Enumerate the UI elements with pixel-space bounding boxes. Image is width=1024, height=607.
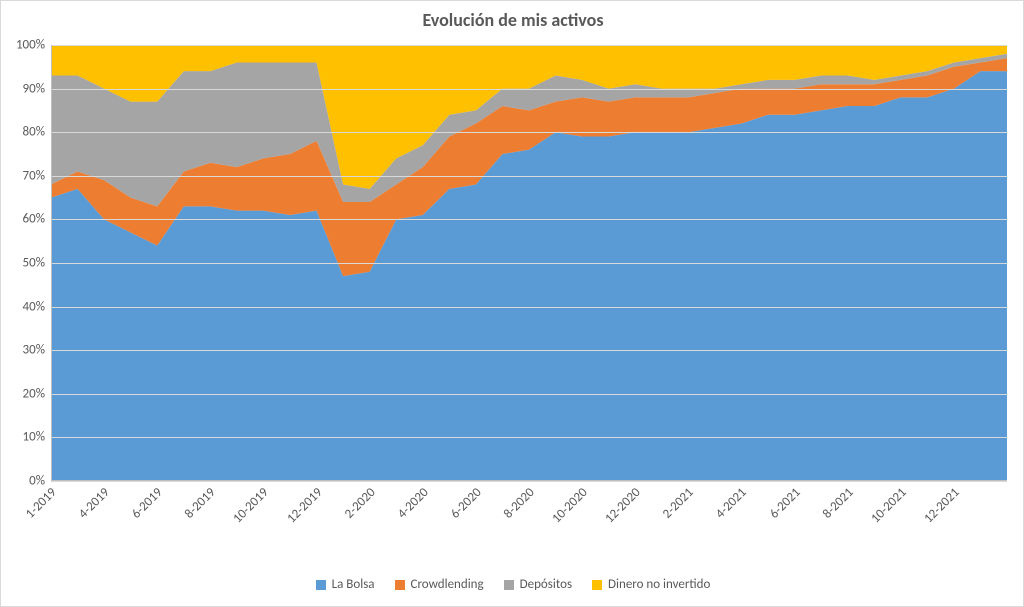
y-tick-label: 20% [23,386,51,401]
y-tick-label: 70% [23,168,51,183]
legend-swatch [504,580,514,590]
legend-item: La Bolsa [316,577,375,592]
y-tick-label: 30% [23,343,51,358]
y-tick-label: 40% [23,299,51,314]
gridline [51,394,1007,395]
legend-label: Crowdlending [411,577,484,592]
y-tick-label: 50% [23,256,51,271]
gridline [51,263,1007,264]
y-tick-label: 80% [23,125,51,140]
chart-title: Evolución de mis activos [1,9,1024,31]
gridline [51,219,1007,220]
legend: La Bolsa Crowdlending Depósitos Dinero no i… [1,577,1024,594]
legend-item: Depósitos [504,577,572,592]
y-tick-label: 60% [23,212,51,227]
chart-frame: Evolución de mis activos 0%10%20%30%40%5… [0,0,1024,607]
legend-label: Dinero no invertido [608,577,710,592]
gridline [51,350,1007,351]
gridline [51,45,1007,46]
gridline [51,176,1007,177]
legend-item: Dinero no invertido [592,577,710,592]
plot-area: 0%10%20%30%40%50%60%70%80%90%100%1-20194… [51,45,1007,481]
y-tick-label: 90% [23,81,51,96]
y-tick-label: 10% [23,430,51,445]
gridline [51,89,1007,90]
legend-swatch [316,580,326,590]
legend-label: La Bolsa [332,577,375,592]
legend-item: Crowdlending [395,577,484,592]
y-axis-line [51,45,52,481]
gridline [51,307,1007,308]
y-tick-label: 100% [16,38,51,53]
legend-swatch [592,580,602,590]
gridline [51,437,1007,438]
legend-label: Depósitos [520,577,572,592]
gridline [51,132,1007,133]
legend-swatch [395,580,405,590]
